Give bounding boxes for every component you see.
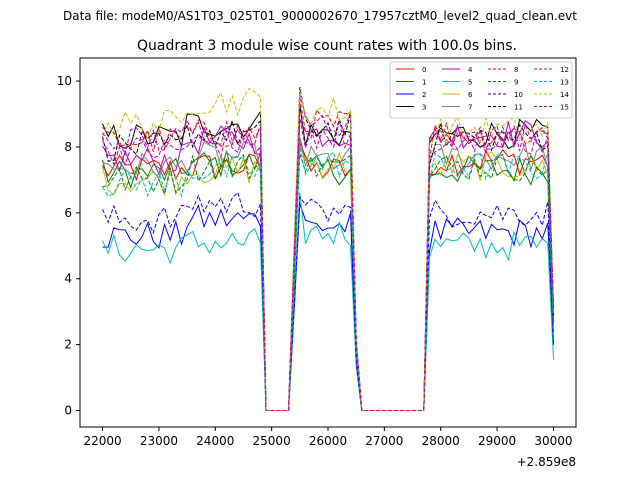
x-tick-label: 29000 — [478, 434, 516, 448]
legend-label-9: 9 — [514, 79, 518, 87]
series-line-6 — [102, 146, 554, 411]
series-line-0 — [102, 143, 554, 411]
series-line-5 — [102, 192, 554, 411]
legend-label-8: 8 — [514, 66, 518, 74]
legend-label-15: 15 — [560, 104, 569, 112]
series-line-15 — [102, 117, 554, 411]
series-line-10 — [102, 191, 554, 411]
y-tick-label: 2 — [64, 338, 72, 352]
series-line-11 — [102, 87, 554, 411]
x-tick-label: 22000 — [83, 434, 121, 448]
legend-box — [389, 61, 573, 119]
legend-label-12: 12 — [560, 66, 569, 74]
chart-title: Quadrant 3 module wise count rates with … — [137, 38, 517, 54]
plot-background — [80, 58, 576, 427]
x-tick-label: 27000 — [365, 434, 403, 448]
x-tick-label: 28000 — [422, 434, 460, 448]
y-tick-label: 8 — [64, 140, 72, 154]
series-line-3 — [102, 105, 554, 411]
legend-label-6: 6 — [468, 91, 473, 99]
legend-label-5: 5 — [468, 79, 472, 87]
x-tick-label: 24000 — [196, 434, 234, 448]
series-line-7 — [102, 138, 554, 411]
legend-label-11: 11 — [514, 104, 523, 112]
legend-label-10: 10 — [514, 91, 523, 99]
series-line-2 — [102, 203, 554, 411]
legend-label-13: 13 — [560, 79, 569, 87]
legend-label-3: 3 — [422, 104, 426, 112]
legend-label-1: 1 — [422, 79, 426, 87]
x-axis: 22000 23000 24000 25000 26000 27000 28000 29000… — [83, 427, 573, 448]
legend-label-14: 14 — [560, 91, 569, 99]
data-file-label: Data file: modeM0/AS1T03_025T01_90000026… — [63, 9, 577, 23]
series-line-8 — [102, 98, 554, 411]
series-line-12 — [102, 93, 554, 411]
legend-label-4: 4 — [468, 66, 473, 74]
x-tick-label: 30000 — [534, 434, 572, 448]
x-tick-label: 25000 — [253, 434, 291, 448]
y-tick-label: 4 — [64, 272, 72, 286]
y-tick-label: 0 — [64, 404, 72, 418]
y-axis: 0 2 4 6 8 10 — [57, 74, 80, 418]
series-line-13 — [102, 146, 554, 411]
x-offset-label: +2.859e8 — [517, 455, 576, 469]
plot-area — [79, 57, 577, 428]
x-tick-label: 23000 — [140, 434, 178, 448]
y-tick-label: 6 — [64, 206, 72, 220]
y-tick-label: 10 — [57, 74, 72, 88]
legend-label-0: 0 — [422, 66, 426, 74]
series-line-9 — [102, 153, 554, 411]
x-tick-label: 26000 — [309, 434, 347, 448]
legend-label-2: 2 — [422, 91, 426, 99]
legend-label-7: 7 — [468, 104, 472, 112]
series-layer — [102, 87, 554, 411]
